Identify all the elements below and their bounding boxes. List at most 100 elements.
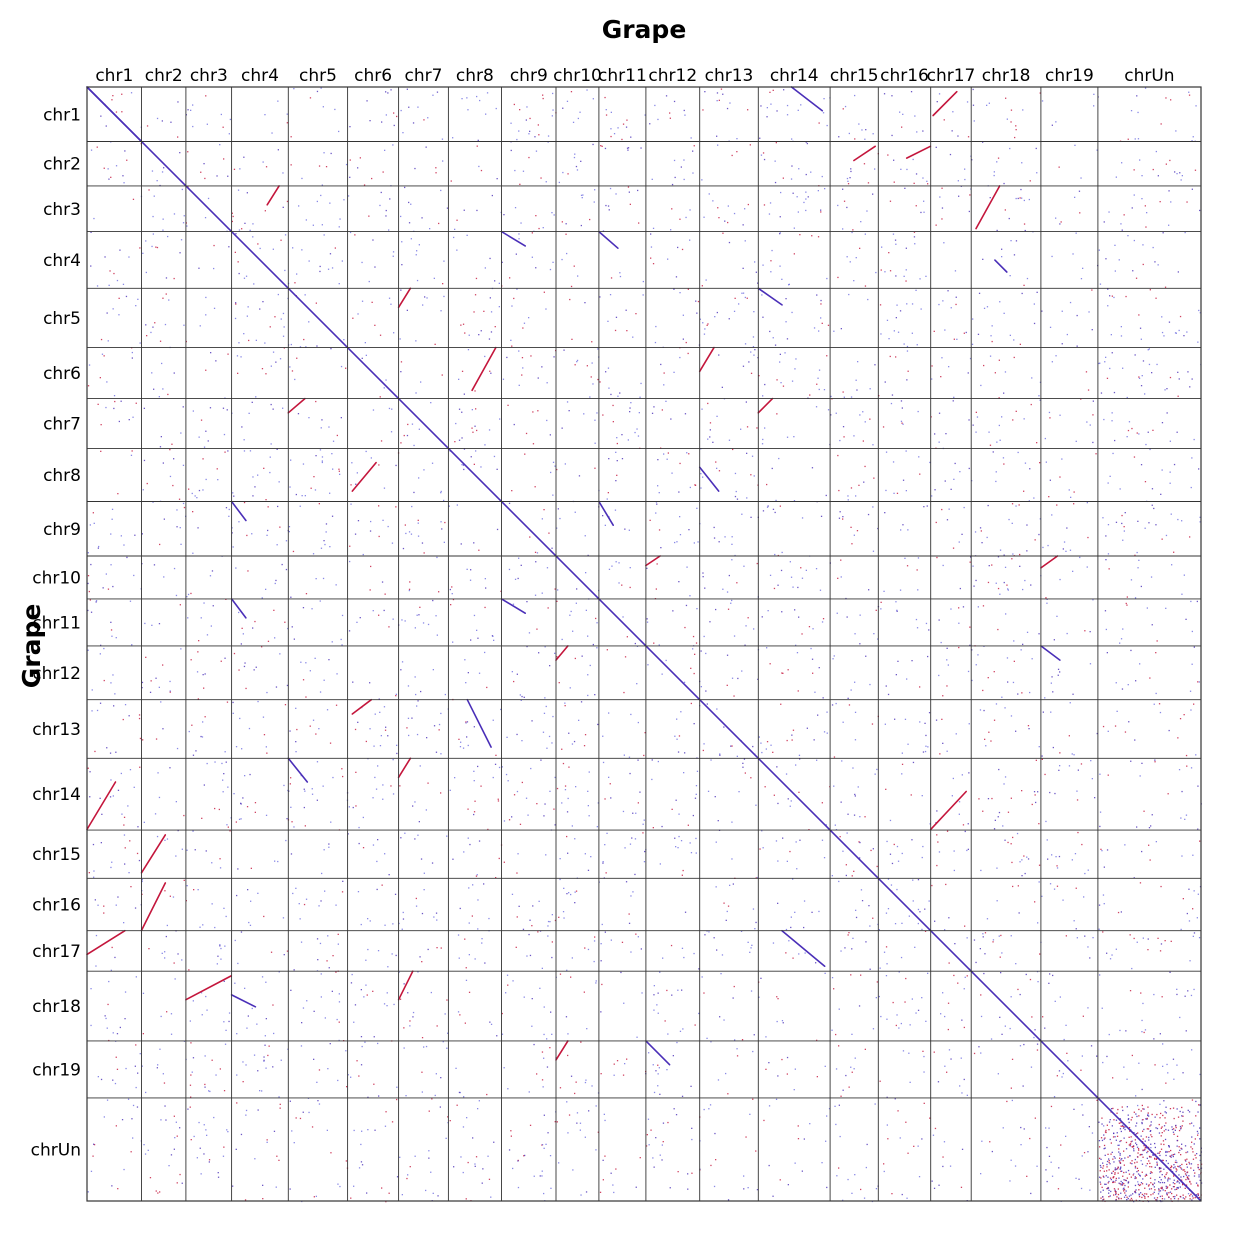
hit-dot	[948, 1049, 951, 1051]
hit-dot	[599, 296, 601, 298]
hit-dot	[367, 948, 369, 951]
hit-dot	[704, 934, 706, 936]
hit-dot	[325, 523, 328, 525]
hit-dot	[1188, 1163, 1191, 1165]
hit-dot	[103, 1116, 105, 1118]
hit-dot	[567, 173, 569, 175]
hit-dot	[551, 547, 553, 549]
hit-dot	[584, 535, 586, 537]
hit-dot	[1120, 1166, 1122, 1168]
hit-dot	[205, 850, 207, 852]
hit-dot	[1108, 568, 1110, 570]
hit-dot	[530, 767, 532, 770]
hit-dot	[1177, 1180, 1179, 1182]
hit-dot	[801, 517, 804, 519]
hit-dot	[492, 635, 494, 637]
hit-dot	[946, 647, 948, 649]
hit-dot	[1198, 309, 1200, 312]
hit-dot	[889, 853, 892, 855]
hit-dot	[406, 727, 408, 729]
hit-dot	[745, 1136, 747, 1138]
hit-dot	[1162, 232, 1164, 234]
hit-dot	[510, 1130, 512, 1132]
hit-dot	[314, 657, 316, 659]
hit-dot	[1155, 524, 1157, 526]
hit-dot	[852, 767, 854, 769]
hit-dot	[991, 1150, 993, 1153]
hit-dot	[1015, 240, 1018, 242]
hit-dot	[283, 326, 285, 328]
hit-dot	[1199, 312, 1201, 314]
hit-dot	[673, 1108, 675, 1110]
hit-dot	[1121, 688, 1124, 690]
hit-dot	[826, 124, 828, 127]
hit-dot	[693, 723, 695, 725]
hit-dot	[716, 311, 718, 314]
hit-dot	[1003, 182, 1005, 185]
hit-dot	[145, 271, 147, 274]
hit-dot	[270, 951, 273, 953]
hit-dot	[136, 852, 139, 855]
hit-dot	[1121, 162, 1123, 164]
hit-dot	[820, 299, 822, 302]
hit-dot	[1118, 1144, 1120, 1146]
hit-dot	[576, 361, 578, 363]
hit-dot	[122, 175, 124, 177]
hit-dot	[1074, 196, 1076, 198]
hit-dot	[237, 868, 239, 870]
hit-dot	[562, 762, 565, 765]
hit-dot	[574, 657, 576, 660]
hit-dot	[721, 954, 724, 956]
hit-dot	[925, 1020, 927, 1022]
hit-dot	[815, 568, 818, 570]
hit-dot	[626, 119, 628, 121]
hit-dot	[116, 1068, 119, 1070]
hit-dot	[679, 356, 681, 359]
hit-dot	[312, 553, 315, 555]
hit-dot	[606, 498, 608, 500]
hit-dot	[750, 372, 753, 374]
hit-dot	[387, 92, 389, 94]
hit-dot	[1091, 1132, 1094, 1134]
hit-dot	[721, 386, 723, 388]
hit-dot	[1117, 1144, 1119, 1146]
hit-dot	[649, 519, 651, 521]
hit-dot	[900, 529, 902, 531]
hit-dot	[478, 165, 480, 168]
hit-dot	[678, 735, 681, 737]
hit-dot	[1140, 1135, 1142, 1137]
hit-dot	[646, 567, 648, 569]
hit-dot	[1154, 1158, 1156, 1160]
hit-dot	[987, 581, 990, 584]
hit-dot	[365, 450, 367, 453]
hit-dot	[111, 508, 114, 510]
hit-dot	[89, 796, 91, 798]
hit-dot	[720, 973, 722, 975]
hit-dot	[1177, 1116, 1180, 1118]
hit-dot	[1196, 600, 1198, 603]
hit-dot	[1033, 303, 1035, 305]
hit-dot	[963, 332, 965, 334]
hit-dot	[1190, 600, 1192, 603]
hit-dot	[497, 798, 499, 800]
hit-dot	[1105, 258, 1107, 260]
hit-dot	[608, 712, 610, 714]
hit-dot	[702, 476, 704, 478]
hit-dot	[556, 1121, 558, 1123]
hit-dot	[431, 1098, 433, 1100]
hit-dot	[1041, 755, 1043, 757]
hit-dot	[947, 1028, 949, 1031]
hit-dot	[162, 728, 164, 730]
hit-dot	[681, 947, 684, 949]
hit-dot	[776, 1020, 778, 1023]
hit-dot	[627, 147, 630, 149]
hit-dot	[206, 634, 209, 636]
hit-dot	[534, 551, 537, 553]
hit-dot	[998, 397, 1000, 399]
hit-dot	[541, 1079, 544, 1081]
hit-dot	[1105, 356, 1107, 358]
hit-dot	[421, 1037, 424, 1039]
hit-dot	[1180, 928, 1182, 931]
hit-dot	[1160, 1135, 1162, 1137]
